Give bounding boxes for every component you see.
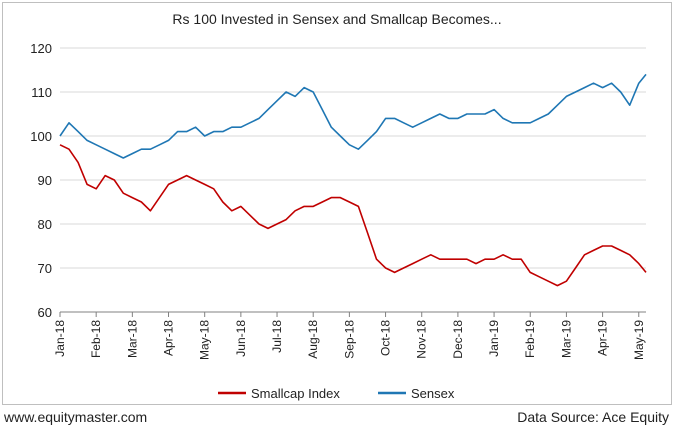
gridlines <box>60 47 646 313</box>
x-tick-label: Feb-19 <box>523 320 537 358</box>
footer-website: www.equitymaster.com <box>4 409 148 425</box>
chart-frame <box>2 2 672 405</box>
legend-label-0: Smallcap Index <box>251 386 340 401</box>
y-tick-label: 80 <box>38 217 52 232</box>
x-tick-label: Aug-18 <box>306 320 320 359</box>
x-tick-label: Oct-18 <box>379 320 393 356</box>
y-tick-label: 60 <box>38 305 52 320</box>
x-tick-label: Jan-18 <box>53 320 67 357</box>
x-tick-label: May-18 <box>198 320 212 360</box>
x-tick-label: Jul-18 <box>270 320 284 353</box>
series-line-1 <box>59 73 647 159</box>
x-tick-label: Jan-19 <box>487 320 501 357</box>
y-tick-label: 120 <box>30 41 52 56</box>
chart-title: Rs 100 Invested in Sensex and Smallcap B… <box>172 11 501 27</box>
legend-label-1: Sensex <box>411 386 455 401</box>
x-tick-label: May-19 <box>632 320 646 360</box>
x-tick-label: Apr-19 <box>596 320 610 356</box>
y-tick-label: 110 <box>31 85 52 100</box>
y-tick-label: 70 <box>38 261 52 276</box>
x-axis: Jan-18 Feb-18 Mar-18 Apr-18 May-18 Jun-18 Jul-… <box>53 311 646 360</box>
x-tick-label: Apr-18 <box>162 320 176 356</box>
y-axis: 60 70 80 90 100 110 120 <box>30 41 52 320</box>
y-tick-label: 100 <box>30 129 52 144</box>
x-tick-label: Mar-19 <box>559 320 573 358</box>
x-tick-label: Mar-18 <box>125 320 139 358</box>
series-lines <box>59 73 647 287</box>
series-line-0 <box>59 144 647 287</box>
x-tick-label: Feb-18 <box>89 320 103 358</box>
x-tick-label: Jun-18 <box>234 320 248 357</box>
x-tick-label: Nov-18 <box>415 320 429 359</box>
x-tick-label: Sep-18 <box>342 320 356 359</box>
legend: Smallcap Index Sensex <box>218 386 455 401</box>
footer-source: Data Source: Ace Equity <box>517 409 669 425</box>
x-tick-label: Dec-18 <box>451 320 465 359</box>
y-tick-label: 90 <box>38 173 52 188</box>
